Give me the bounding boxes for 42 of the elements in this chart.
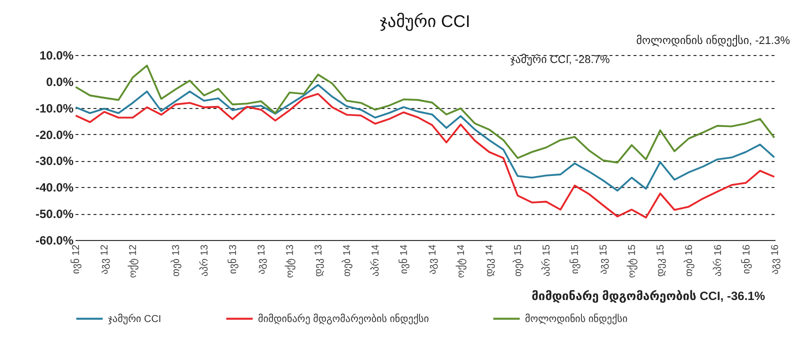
text: მიმდინარე მდგომარეობის CCI, -36.1% [532,289,766,303]
x-tick-label: ივნ 14 [398,244,410,274]
x-tick-label: აგვ 12 [100,244,111,274]
y-tick-label: 0.0% [46,74,74,89]
x-tick-label: აგვ 14 [428,244,439,274]
line-series [74,84,776,192]
x-tick-label: ოქტ 13 [284,244,296,278]
x-tick-label: ივნ 16 [740,244,752,274]
x-tick-label: ოქტ 12 [127,244,140,278]
line-series [74,92,776,218]
y-tick-label: -40.0% [35,180,74,195]
x-tick-label: დეკ 13 [314,244,325,277]
x-tick-label: აგვ 15 [598,244,610,274]
x-tick-label: ივნ 12 [70,244,82,274]
y-tick-label: -50.0% [35,207,74,222]
y-tick-label: -20.0% [35,128,74,142]
x-tick-label: აგვ 13 [256,244,268,274]
legend-label: მოლოდინის ინდექსი [525,312,628,325]
x-tick-label: ივნ 15 [569,244,582,274]
legend-label: მიმდინარე მდგომარეობის ინდექსი [258,312,429,325]
x-tick-label: ივნ 13 [227,244,240,274]
chart-title: ჯამური CCI [380,12,470,32]
x-tick-label: დეკ 14 [484,244,496,277]
x-tick-label: ოქტ 14 [455,244,468,278]
x-tick-label: თებ 14 [341,244,354,277]
y-tick-label: -10.0% [35,101,74,116]
x-tick-label: დეკ 15 [656,244,667,277]
legend-label: ჯამური CCI [108,312,162,325]
x-tick-label: აპრ 16 [712,244,724,277]
x-tick-label: აგვ 16 [770,244,781,274]
annotation: ჯამური CCI, -28.7% [510,53,610,66]
line-series [74,64,776,164]
x-tick-label: აპრ 15 [540,244,553,277]
y-tick-label: 10.0% [39,48,74,62]
x-tick-label: თებ 15 [512,244,524,277]
x-tick-label: ოქტ 15 [626,244,638,278]
x-tick-label: აპრ 14 [370,244,382,277]
y-tick-label: -30.0% [35,154,74,168]
text: მოლოდინის ინდექსი, -21.3% [636,34,790,47]
x-tick-label: თებ 13 [170,244,182,277]
x-tick-label: თებ 16 [683,244,696,277]
x-tick-label: აპრ 13 [198,244,211,277]
